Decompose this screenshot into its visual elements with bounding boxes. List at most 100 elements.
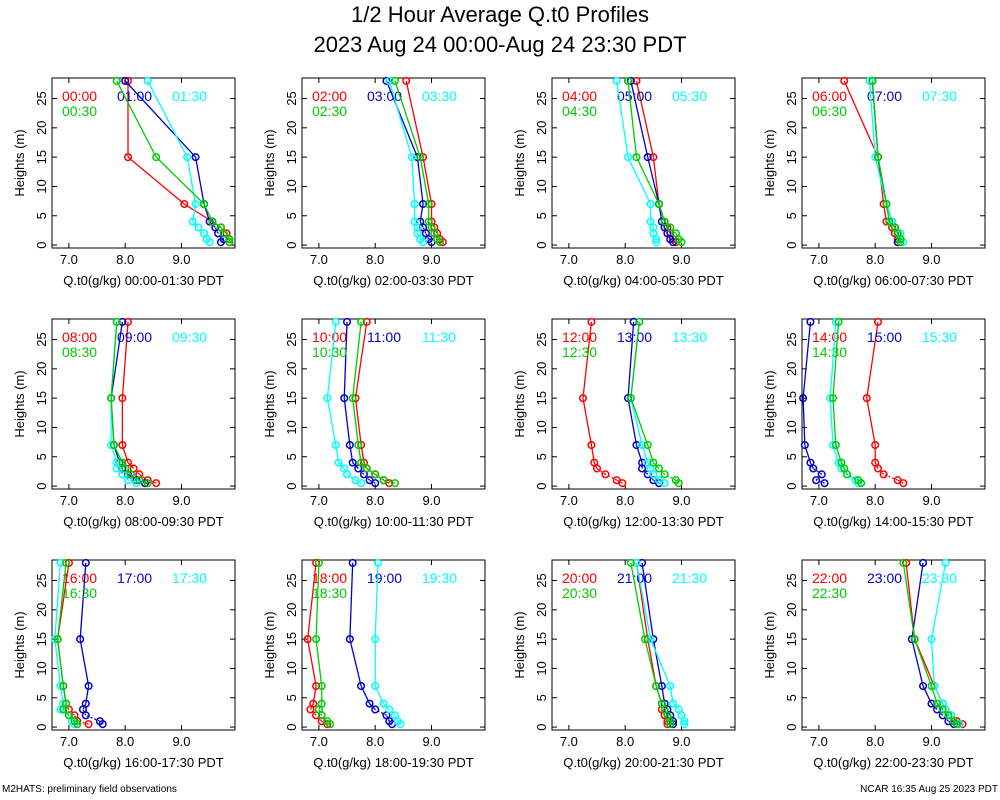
- series-0130: [143, 76, 214, 247]
- series-segment: [649, 638, 671, 687]
- series-segment: [652, 639, 663, 687]
- data-point: [340, 394, 349, 403]
- series-segment: [388, 709, 396, 716]
- series-segment: [616, 479, 623, 484]
- data-point: [385, 76, 394, 85]
- series-segment: [416, 233, 421, 240]
- data-point: [632, 558, 641, 567]
- series-segment: [911, 638, 924, 687]
- x-tick-label: 9.0: [172, 734, 190, 749]
- series-segment: [383, 479, 390, 484]
- series-segment: [155, 156, 205, 205]
- series-segment: [82, 709, 87, 716]
- series-segment: [343, 398, 351, 446]
- y-tick-label: 25: [784, 91, 799, 105]
- legend-entry: 20:00: [562, 570, 597, 586]
- series-segment: [139, 479, 148, 484]
- series-1200: [578, 317, 627, 488]
- data-point: [126, 470, 135, 479]
- data-point: [871, 458, 880, 467]
- series-segment: [116, 468, 123, 475]
- legend-entry: 17:00: [117, 570, 152, 586]
- legend-entry: 10:30: [312, 344, 347, 360]
- series-segment: [627, 80, 638, 158]
- data-point: [390, 711, 399, 720]
- legend-entry: 02:00: [312, 88, 347, 104]
- data-point: [590, 458, 599, 467]
- y-tick-label: 15: [34, 632, 49, 646]
- series-segment: [363, 473, 371, 481]
- legend-entry: 01:00: [117, 88, 152, 104]
- data-point: [112, 458, 121, 467]
- x-axis-label: Q.t0(g/kg) 08:00-09:30 PDT: [63, 514, 223, 529]
- y-tick-label: 0: [784, 241, 799, 248]
- series-segment: [843, 80, 879, 158]
- data-point: [638, 440, 647, 450]
- data-point: [390, 76, 399, 85]
- y-axis-label: Heights (m): [12, 370, 27, 437]
- y-tick-label: 10: [34, 420, 49, 434]
- data-point: [323, 394, 332, 403]
- series-segment: [666, 233, 671, 240]
- y-axis-label: Heights (m): [762, 611, 777, 678]
- series-segment: [433, 233, 438, 240]
- data-point: [62, 699, 71, 708]
- legend-entry: 18:00: [312, 570, 347, 586]
- data-point: [817, 470, 826, 479]
- x-tick-label: 7.0: [560, 252, 578, 267]
- series-1030: [348, 317, 399, 488]
- y-axis-label: Heights (m): [512, 129, 527, 196]
- x-axis-label: Q.t0(g/kg) 14:00-15:30 PDT: [813, 514, 973, 529]
- x-tick-label: 7.0: [310, 734, 328, 749]
- series-segment: [846, 473, 856, 481]
- y-tick-label: 5: [784, 212, 799, 219]
- data-point: [652, 681, 661, 691]
- series-segment: [383, 479, 396, 484]
- data-point: [312, 558, 321, 567]
- data-point: [635, 317, 644, 326]
- data-point: [902, 558, 911, 567]
- series-segment: [832, 321, 840, 399]
- series-1900: [345, 558, 397, 729]
- series-segment: [366, 467, 376, 475]
- legend-entry: 03:30: [422, 88, 457, 104]
- legend-entry: 04:30: [562, 103, 597, 119]
- series-segment: [652, 157, 660, 205]
- series-segment: [936, 709, 944, 716]
- series-segment: [54, 639, 62, 687]
- series-segment: [647, 473, 654, 481]
- data-point: [135, 476, 144, 485]
- data-point: [385, 705, 394, 714]
- series-segment: [130, 473, 140, 481]
- profile-panel-10: 7.0 8.0 9.0 0 5 10 15 20 25 Q.t0(g/kg) 18:00-19:3…: [262, 558, 486, 770]
- y-tick-label: 20: [34, 603, 49, 617]
- series-segment: [127, 479, 137, 484]
- data-point: [927, 699, 936, 708]
- y-tick-label: 10: [784, 661, 799, 675]
- x-tick-label: 9.0: [672, 493, 690, 508]
- y-tick-label: 5: [284, 694, 299, 701]
- y-tick-label: 25: [34, 573, 49, 587]
- series-2030: [626, 558, 675, 729]
- x-tick-label: 8.0: [866, 493, 884, 508]
- data-point: [351, 394, 360, 403]
- series-segment: [627, 156, 652, 205]
- series-segment: [616, 80, 629, 158]
- x-tick-label: 8.0: [616, 493, 634, 508]
- y-tick-label: 10: [534, 661, 549, 675]
- series-segment: [911, 562, 924, 640]
- data-point: [800, 440, 809, 450]
- footer-left: M2HATS: preliminary field observations: [2, 784, 177, 795]
- y-tick-label: 20: [784, 362, 799, 376]
- data-point: [629, 317, 638, 326]
- legend-entry: 06:30: [812, 103, 847, 119]
- data-point: [671, 476, 680, 485]
- data-point: [623, 153, 633, 162]
- plot-frame: [551, 77, 736, 249]
- series-segment: [388, 80, 413, 158]
- series-1230: [626, 317, 683, 488]
- y-tick-label: 15: [534, 632, 549, 646]
- series-segment: [62, 709, 70, 716]
- legend-entry: 17:30: [172, 570, 207, 586]
